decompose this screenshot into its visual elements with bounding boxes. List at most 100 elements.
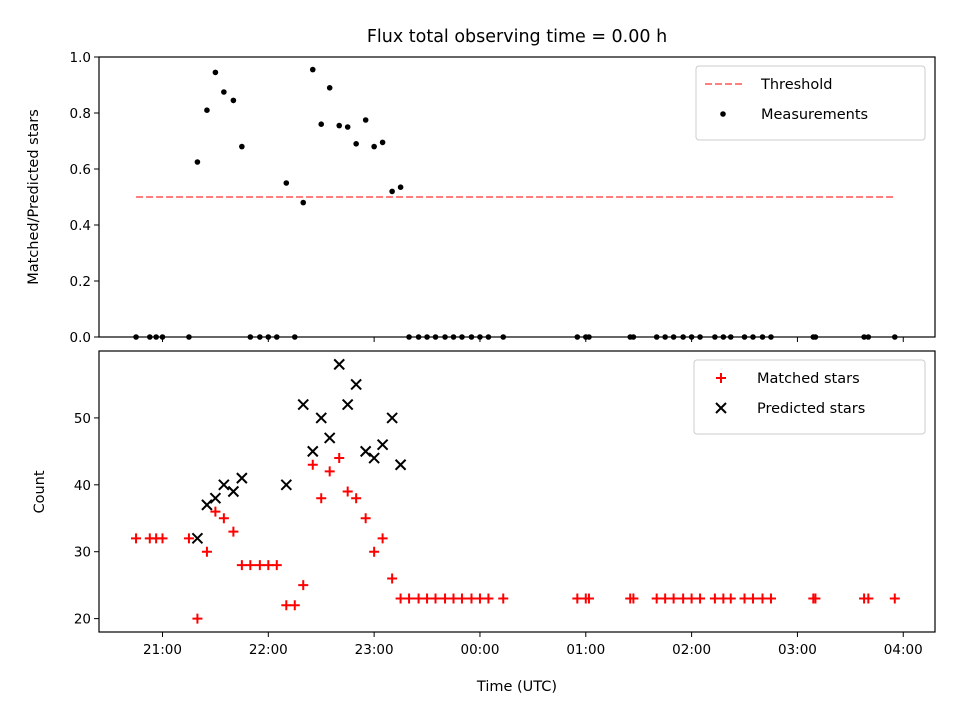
matched-star-point [765,593,776,604]
matched-star-point [810,593,821,604]
predicted-star-point [209,492,222,504]
measurement-point [397,184,404,190]
matched-star-point [651,593,662,604]
measurement-point [283,180,290,186]
bottom-legend-box [693,359,926,435]
matched-star-point [466,593,477,604]
legend-label: Matched stars [757,371,860,387]
matched-star-point [725,593,736,604]
matched-star-point [377,533,388,544]
top-legend-box [695,65,926,141]
matched-star-point [307,459,318,470]
measurement-point [221,89,227,95]
bottom-legend: Matched stars Predicted stars [693,359,926,435]
measurement-point [212,69,219,76]
predicted-star-point [191,532,204,545]
measurement-point [371,143,377,150]
top-y-tick-label: 1.0 [70,50,91,66]
matched-star-point [210,506,221,517]
bottom-y-tick-label: 50 [74,411,91,427]
matched-star-point [583,593,594,604]
matched-star-point [422,593,433,604]
matched-star-point [430,593,441,604]
legend-label: Predicted stars [757,401,865,417]
predicted-star-point [323,432,336,444]
matched-star-point [660,593,671,604]
matched-star-point [440,593,451,604]
matched-star-point [236,560,247,571]
measurement-point [194,159,201,165]
bottom-series-1 [191,358,407,545]
predicted-star-point [368,452,380,464]
matched-star-point [747,593,758,604]
predicted-star-point [297,398,309,411]
matched-star-point [678,593,689,604]
measurement-point [389,188,395,195]
matched-star-point [695,593,706,604]
matched-star-point [131,533,142,544]
matched-star-point [889,593,900,604]
predicted-star-point [201,499,213,511]
matched-star-point [739,593,750,604]
matched-star-point [498,593,509,604]
matched-star-point [298,580,309,591]
predicted-star-point [333,358,345,371]
matched-star-point [863,593,874,604]
matched-star-point [351,493,362,504]
measurement-point [239,143,245,150]
matched-star-point [271,560,282,571]
matched-star-point [192,613,203,624]
top-legend: Threshold Measurements [695,65,926,141]
measurement-point [379,139,386,146]
matched-star-point [316,493,327,504]
matched-star-point [360,513,371,524]
matched-star-point [628,593,639,604]
predicted-star-point [341,398,354,411]
predicted-star-point [218,479,230,491]
bottom-y-axis-label: Count [32,470,48,513]
legend-dot-swatch [720,111,726,117]
matched-star-point [289,600,300,611]
x-tick-label: 22:00 [249,642,288,658]
matched-star-point [709,593,720,604]
bottom-y-tick-label: 20 [74,612,91,628]
matched-star-point [218,513,229,524]
matched-star-point [334,453,345,464]
measurement-point [353,141,359,147]
legend-plus-swatch [716,373,726,383]
bottom-series-0 [131,453,900,624]
predicted-star-point [376,438,389,451]
matched-star-point [228,526,239,537]
matched-star-point [183,533,194,544]
x-axis-label: Time (UTC) [476,679,557,695]
matched-star-point [757,593,768,604]
matched-star-point [448,593,459,604]
x-tick-label: 21:00 [143,642,182,658]
legend-x-swatch [715,402,727,414]
top-y-tick-label: 0.8 [70,106,91,122]
predicted-star-point [350,378,362,391]
predicted-star-point [315,412,327,424]
x-tick-label: 02:00 [672,642,711,658]
bottom-y-tick-label: 30 [74,545,91,561]
top-axes-frame [98,56,936,338]
bottom-panel: Count 20 30 40 50 21:00 22:00 23:00 00:00 01:00 0… [32,350,936,658]
predicted-star-point [359,445,372,458]
matched-star-point [668,593,679,604]
chart-title: Flux total observing time = 0.00 h [367,27,667,47]
matched-star-point [483,593,494,604]
x-tick-label: 04:00 [884,642,923,658]
top-y-axis-label: Matched/Predicted stars [26,109,42,285]
predicted-star-point [394,459,407,471]
matched-star-point [342,486,353,497]
legend-label: Measurements [761,107,868,123]
predicted-star-point [236,472,248,484]
top-y-tick-label: 0.4 [70,218,91,234]
matched-star-point [686,593,697,604]
predicted-star-point [227,485,240,498]
top-y-tick-label: 0.2 [70,274,91,290]
measurement-point [230,97,237,104]
matched-star-point [281,600,292,611]
matched-star-point [201,546,212,557]
